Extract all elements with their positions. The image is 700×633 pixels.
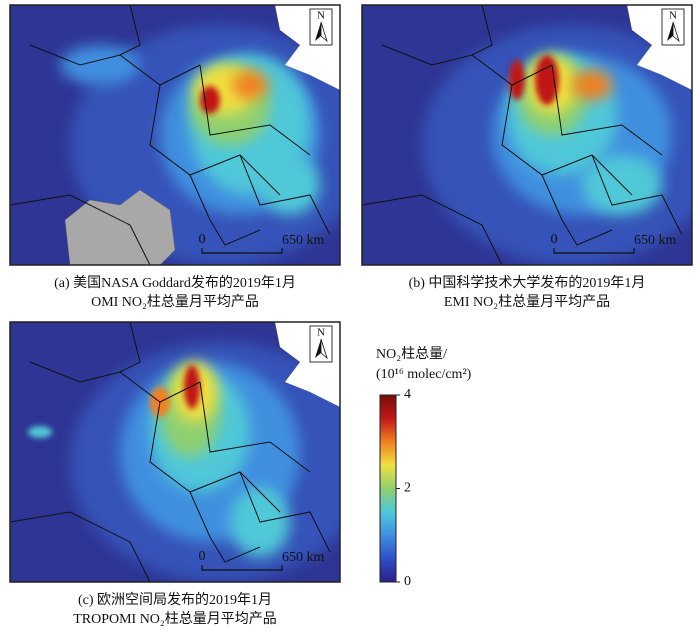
caption: TROPOMI NO₂柱总量月平均产品	[73, 611, 277, 627]
north-arrow	[315, 339, 321, 358]
north-label: N	[317, 327, 325, 339]
north-label: N	[669, 10, 677, 22]
scale-start: 0	[199, 232, 206, 247]
colorbar-tick-label: 0	[404, 574, 411, 589]
scale-end: 650 km	[634, 233, 677, 248]
caption: EMI NO₂柱总量月平均产品	[444, 294, 610, 310]
map-panel: N 0 650 km	[9, 321, 341, 583]
north-arrow	[667, 22, 673, 41]
scale-bar	[201, 565, 283, 571]
map-frame	[9, 4, 341, 266]
map-panel: N 0 650 km	[361, 4, 693, 266]
scale-bar	[201, 248, 283, 254]
colorbar	[379, 394, 397, 583]
scale-bar	[553, 248, 635, 254]
scale-end: 650 km	[282, 233, 325, 248]
map-panel: N 0 650 km	[9, 4, 341, 266]
colorbar-tick-label: 2	[404, 481, 411, 496]
scale-start: 0	[199, 549, 206, 564]
colorbar-title: NO₂柱总量/	[376, 346, 447, 362]
map-frame	[361, 4, 693, 266]
scale-start: 0	[551, 232, 558, 247]
caption: (c) 欧洲空间局发布的2019年1月	[78, 592, 272, 608]
map-frame	[9, 321, 341, 583]
caption: (a) 美国NASA Goddard发布的2019年1月	[54, 275, 296, 291]
caption: (b) 中国科学技术大学发布的2019年1月	[409, 275, 646, 291]
scale-end: 650 km	[282, 550, 325, 565]
colorbar-title: (10¹⁶ molec/cm²)	[376, 367, 472, 382]
north-label: N	[317, 10, 325, 22]
caption: OMI NO₂柱总量月平均产品	[91, 294, 259, 310]
colorbar-tick-label: 4	[404, 387, 411, 402]
north-arrow	[315, 22, 321, 41]
